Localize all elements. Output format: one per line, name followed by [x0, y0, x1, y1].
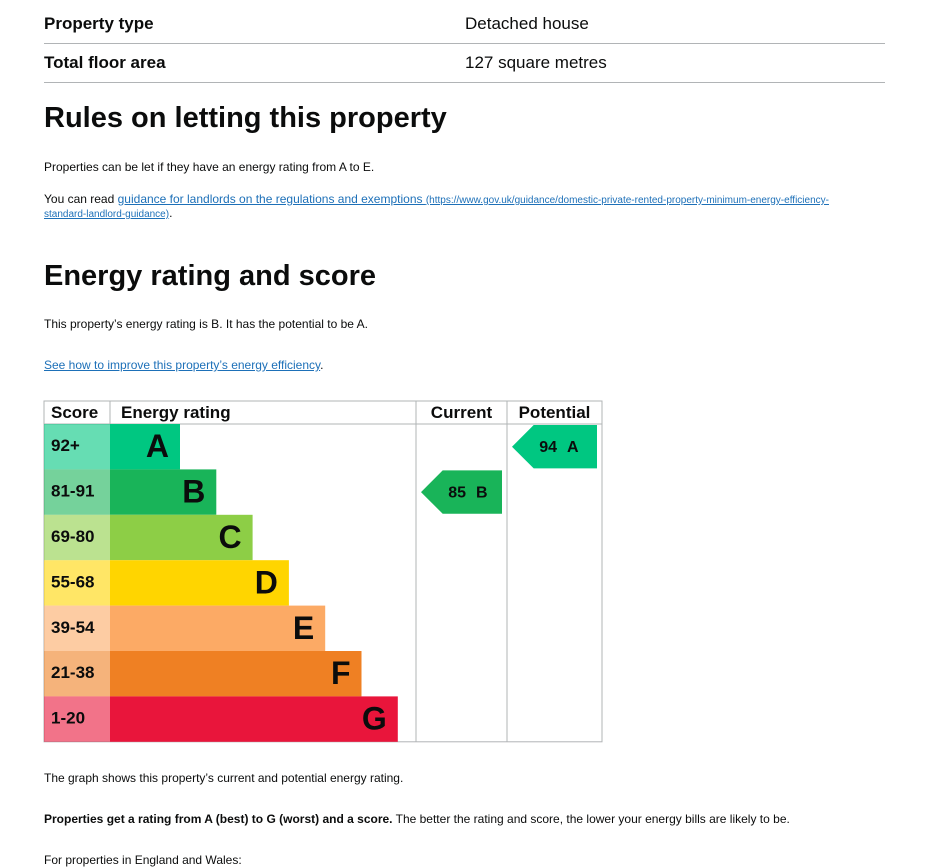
heading: Rules on letting this property	[44, 102, 447, 134]
column-header: Score	[51, 403, 98, 422]
score-label: 39-54	[51, 618, 95, 637]
heading: Energy rating and score	[44, 260, 376, 292]
paragraph: See how to improve this property’s energ…	[44, 359, 864, 372]
summary-row: Property type Detached house	[44, 5, 885, 44]
link-text[interactable]: guidance for landlords on the regulation…	[117, 192, 423, 206]
arrow-letter: A	[567, 439, 579, 456]
rating-bar	[110, 696, 398, 742]
paragraph: Properties get a rating from A (best) to…	[44, 813, 864, 826]
bold-text: Properties get a rating from A (best) to…	[44, 812, 393, 826]
link[interactable]: See how to improve this property’s energ…	[44, 358, 321, 372]
rating-arrow	[421, 470, 502, 514]
score-label: 1-20	[51, 709, 85, 728]
paragraph: You can read guidance for landlords on t…	[44, 193, 864, 221]
score-label: 69-80	[51, 527, 94, 546]
summary-row: Total floor area 127 square metres	[44, 44, 885, 83]
rating-letter: B	[182, 474, 205, 510]
rating-bar	[110, 605, 326, 651]
score-cell	[44, 469, 110, 515]
value: Detached house	[465, 14, 589, 33]
paragraph: Properties can be let if they have an en…	[44, 160, 375, 174]
score-cell	[44, 605, 110, 651]
paragraph: For properties in England and Wales:	[44, 853, 242, 867]
arrow-score: 94	[539, 439, 557, 456]
score-label: 92+	[51, 436, 80, 455]
rating-letter: C	[218, 519, 241, 555]
rating-bar	[110, 424, 180, 470]
text: The better the rating and score, the low…	[392, 812, 790, 826]
column-header: Potential	[519, 403, 591, 422]
paragraph: This property’s energy rating is B. It h…	[44, 317, 368, 331]
text: .	[320, 358, 324, 372]
epc-chart: Score Energy rating Current Potential 92+ A 81…	[43, 400, 603, 743]
score-label: 81-91	[51, 482, 94, 501]
rating-bar	[110, 469, 217, 515]
score-cell	[44, 651, 110, 697]
arrow-score: 85	[448, 484, 466, 501]
score-cell	[44, 696, 110, 742]
score-label: 21-38	[51, 663, 94, 682]
text: You can read	[44, 192, 118, 206]
value: 127 square metres	[465, 53, 607, 72]
rating-bar	[110, 651, 362, 697]
arrow-letter: B	[476, 484, 488, 501]
rating-bar	[110, 514, 253, 561]
paragraph: The graph shows this property’s current …	[44, 771, 404, 785]
key: Property type	[44, 14, 154, 33]
rating-letter: E	[293, 610, 314, 646]
key: Total floor area	[44, 53, 166, 72]
rating-letter: A	[146, 428, 169, 464]
score-label: 55-68	[51, 572, 94, 591]
score-cell	[44, 514, 110, 561]
rating-bar	[110, 560, 289, 606]
column-header: Current	[431, 403, 493, 422]
rating-letter: F	[331, 655, 351, 691]
rating-letter: G	[362, 701, 387, 737]
rating-letter: D	[255, 564, 278, 600]
text: .	[169, 206, 173, 220]
summary: Property type Detached house Total floor …	[44, 5, 885, 83]
column-header: Energy rating	[121, 403, 231, 422]
rating-arrow	[512, 425, 597, 469]
score-cell	[44, 560, 110, 606]
link[interactable]: guidance for landlords on the regulation…	[44, 192, 829, 221]
score-cell	[44, 424, 110, 470]
link-url[interactable]: (https://www.gov.uk/guidance/domestic-pr…	[44, 195, 829, 220]
